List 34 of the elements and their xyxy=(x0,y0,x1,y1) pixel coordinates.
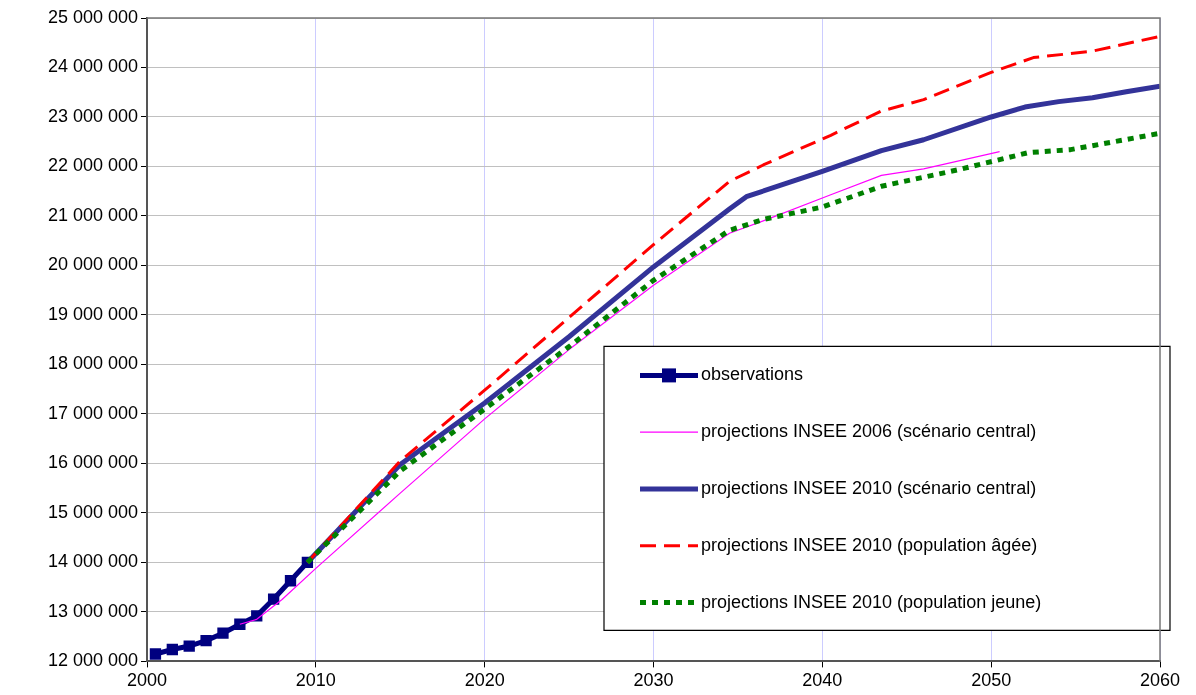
point xyxy=(166,643,178,656)
x-tick-label: 2030 xyxy=(633,670,674,691)
point xyxy=(200,634,212,647)
y-tick-label: 18 000 000 xyxy=(47,353,138,374)
x-tick-label: 2010 xyxy=(295,670,336,691)
point xyxy=(149,648,162,660)
y-tick-label: 19 000 000 xyxy=(47,303,138,324)
point xyxy=(217,627,229,639)
y-tick-label: 12 000 000 xyxy=(47,650,138,671)
y-tick-label: 23 000 000 xyxy=(47,105,138,126)
y-tick-label: 21 000 000 xyxy=(47,204,138,225)
y-tick-label: 15 000 000 xyxy=(47,501,138,522)
y-tick-label: 25 000 000 xyxy=(47,6,138,27)
point xyxy=(234,618,246,630)
x-tick-label: 2060 xyxy=(1139,670,1181,691)
y-tick-label: 16 000 000 xyxy=(47,452,138,473)
legend-label: projections INSEE 2010 (scénario central) xyxy=(701,477,1037,498)
point xyxy=(183,640,195,652)
x-tick-label: 2050 xyxy=(971,670,1012,691)
legend-label: observations xyxy=(701,364,804,385)
x-tick-label: 2040 xyxy=(802,670,843,691)
y-tick-label: 13 000 000 xyxy=(47,600,138,621)
point xyxy=(284,575,297,587)
y-tick-label: 20 000 000 xyxy=(47,254,138,275)
legend-label: projections INSEE 2010 (population âgée) xyxy=(701,534,1038,555)
y-tick-label: 24 000 000 xyxy=(47,56,138,77)
x-tick-label: 2020 xyxy=(464,670,505,691)
y-tick-label: 17 000 000 xyxy=(47,402,138,423)
legend-label: projections INSEE 2006 (scénario central) xyxy=(701,421,1037,442)
x-tick-label: 2000 xyxy=(126,670,168,691)
y-tick-label: 22 000 000 xyxy=(47,155,138,176)
y-tick-label: 14 000 000 xyxy=(47,551,138,572)
legend-label: projections INSEE 2010 (population jeune) xyxy=(701,591,1042,612)
point xyxy=(267,593,280,605)
